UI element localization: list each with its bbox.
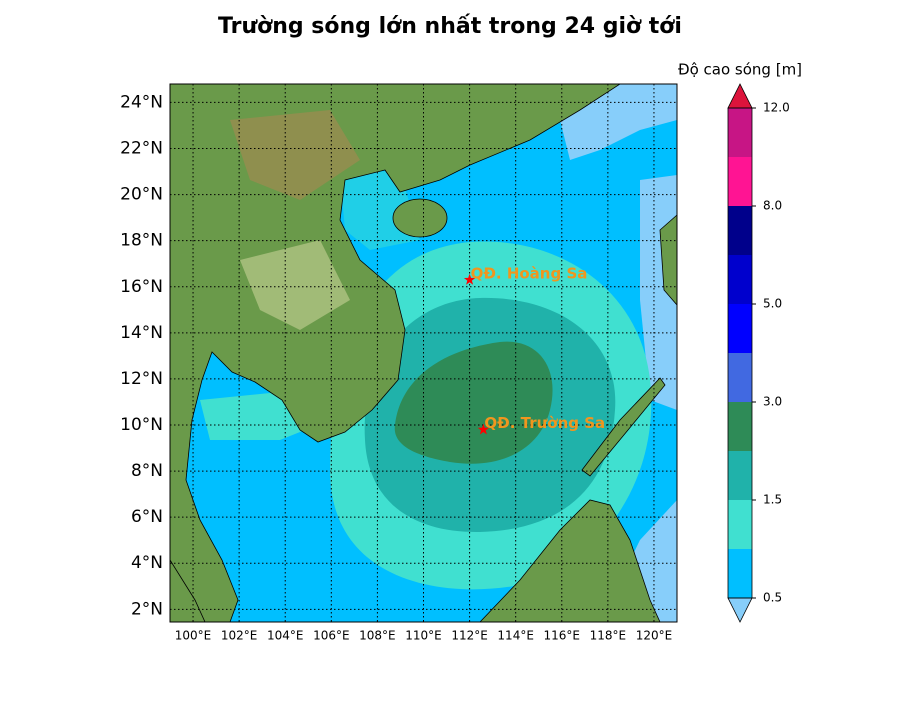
colorbar-tick-label: 1.5 <box>763 493 782 507</box>
grid <box>170 84 677 622</box>
sumatra <box>170 559 206 622</box>
x-tick-label: 104°E <box>267 629 304 643</box>
colorbar-segment <box>728 108 752 157</box>
x-tick-label: 118°E <box>590 629 627 643</box>
palawan <box>581 377 666 477</box>
highland <box>230 110 360 200</box>
borneo <box>479 499 661 622</box>
wave-zone <box>394 341 553 464</box>
x-tick-label: 106°E <box>313 629 350 643</box>
annotations: QĐ. Hoàng Sa QĐ. Trường Sa <box>463 264 605 435</box>
y-tick-label: 6°N <box>131 507 163 527</box>
land <box>170 84 621 622</box>
x-tick-label: 100°E <box>175 629 212 643</box>
y-tick-label: 22°N <box>120 139 163 159</box>
y-tick-label: 8°N <box>131 461 163 481</box>
colorbar-segment <box>728 206 752 255</box>
annotation-marker <box>463 273 476 285</box>
y-tick-label: 20°N <box>120 185 163 205</box>
y-tick-label: 10°N <box>120 415 163 435</box>
colorbar-segment <box>728 500 752 549</box>
y-tick-label: 14°N <box>120 323 163 343</box>
map-frame <box>169 83 678 623</box>
map: QĐ. Hoàng Sa QĐ. Trường Sa <box>170 84 677 622</box>
annotation-label: QĐ. Hoàng Sa <box>471 264 588 282</box>
colorbar-tick-label: 3.0 <box>763 395 782 409</box>
hainan <box>392 198 448 238</box>
colorbar-segment <box>728 402 752 451</box>
x-tick-label: 114°E <box>497 629 534 643</box>
colorbar-tick-label: 12.0 <box>763 101 790 115</box>
plain <box>240 240 350 330</box>
colorbar-segment <box>728 304 752 353</box>
colorbar-segment <box>728 549 752 598</box>
x-tick-label: 110°E <box>405 629 442 643</box>
y-tick-label: 4°N <box>131 553 163 573</box>
x-tick-label: 108°E <box>359 629 396 643</box>
colorbar-under <box>727 597 753 623</box>
x-tick-label: 116°E <box>544 629 581 643</box>
colorbar-segment <box>728 255 752 304</box>
x-tick-label: 112°E <box>451 629 488 643</box>
y-tick-label: 2°N <box>131 599 163 619</box>
y-tick-label: 24°N <box>120 92 163 112</box>
y-tick-label: 16°N <box>120 277 163 297</box>
y-tick-label: 12°N <box>120 369 163 389</box>
colorbar: 0.5 1.5 3.0 5.0 8.0 12.0 <box>727 83 790 623</box>
y-tick-label: 18°N <box>120 231 163 251</box>
luzon <box>659 214 677 306</box>
axis-labels: 100°E 102°E 104°E 106°E 108°E 110°E 112°E 114°E… <box>120 92 672 642</box>
colorbar-frame <box>727 107 753 599</box>
colorbar-segment <box>728 157 752 206</box>
colorbar-label: Độ cao sóng [m] <box>678 61 802 79</box>
colorbar-tick-label: 8.0 <box>763 199 782 213</box>
x-tick-label: 102°E <box>221 629 258 643</box>
title: Trường sóng lớn nhất trong 24 giờ tới <box>218 14 682 39</box>
colorbar-over <box>727 83 753 109</box>
colorbar-segment <box>728 451 752 500</box>
x-tick-label: 120°E <box>636 629 673 643</box>
colorbar-tick-label: 0.5 <box>763 591 782 605</box>
annotation-marker <box>477 423 490 435</box>
colorbar-segment <box>728 353 752 402</box>
annotation-label: QĐ. Trường Sa <box>484 414 605 432</box>
colorbar-tick-label: 5.0 <box>763 297 782 311</box>
